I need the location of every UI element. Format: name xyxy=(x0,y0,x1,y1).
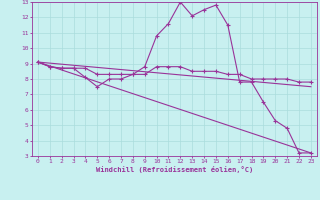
X-axis label: Windchill (Refroidissement éolien,°C): Windchill (Refroidissement éolien,°C) xyxy=(96,166,253,173)
